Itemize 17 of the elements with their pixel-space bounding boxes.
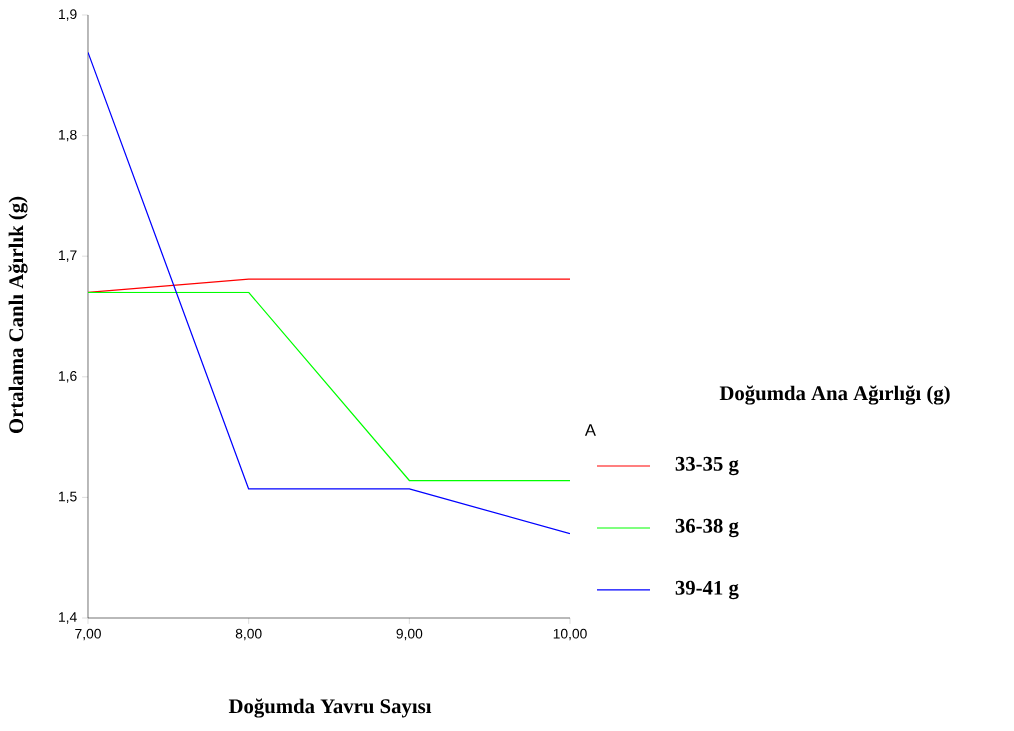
y-tick-label: 1,8 — [59, 129, 77, 142]
x-tick-label: 10,00 — [553, 628, 587, 641]
y-tick-label: 1,9 — [59, 9, 77, 21]
x-tick-label: 7,00 — [75, 628, 101, 641]
legend-label: 39-41 g — [675, 580, 739, 600]
legend-label: 33-35 g — [675, 456, 739, 476]
y-tick-label: 1,4 — [59, 612, 77, 624]
y-tick-label: 1,7 — [59, 250, 77, 262]
x-tick-label: 8,00 — [235, 628, 262, 641]
legend-label: 36-38 g — [675, 518, 739, 538]
y-tick-label: 1,6 — [59, 371, 77, 383]
text: A — [584, 424, 596, 436]
x-axis-title: Doğumda Yavru Sayısı — [228, 698, 432, 718]
legend-title: Doğumda Ana Ağırlığı (g) — [719, 385, 950, 405]
x-tick-label: 9,00 — [396, 628, 423, 641]
y-axis-title: Ortalama Canlı Ağırlık (g) — [8, 196, 28, 434]
y-tick-label: 1,5 — [59, 491, 77, 504]
